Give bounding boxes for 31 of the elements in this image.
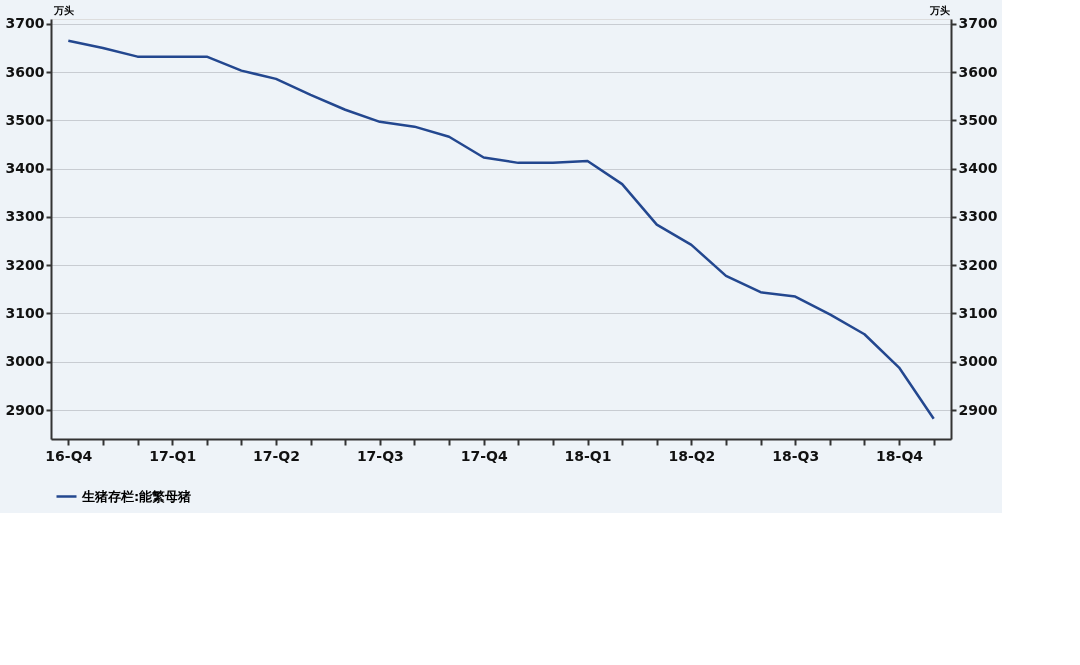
y-tick-label: 3700 (5, 15, 45, 32)
y-tick-label: 3200 (5, 256, 45, 273)
y2-axis-title: 万头 (928, 4, 950, 16)
y2-tick-label: 3000 (958, 353, 998, 370)
x-tick-label: 18-Q1 (564, 447, 612, 464)
y-tick-label: 2900 (5, 401, 45, 418)
line-series (67, 39, 935, 420)
x-tick-label: 17-Q4 (460, 447, 508, 464)
y-tick-label: 3300 (5, 208, 45, 225)
x-tick-label: 17-Q3 (356, 447, 404, 464)
x-tick-label: 18-Q3 (772, 447, 820, 464)
y2-tick-label: 3400 (958, 160, 998, 177)
x-tick-label: 17-Q1 (149, 447, 197, 464)
y2-tick-label: 3300 (958, 208, 998, 225)
y2-tick-label: 3600 (958, 63, 998, 80)
x-tick-label: 18-Q2 (668, 447, 716, 464)
y2-tick-label: 2900 (958, 401, 998, 418)
x-tick-label: 18-Q4 (876, 447, 924, 464)
y-tick-label: 3500 (5, 111, 45, 128)
y-tick-label: 3600 (5, 63, 45, 80)
x-tick-label: 17-Q2 (253, 447, 300, 464)
y2-tick-label: 3700 (958, 15, 998, 32)
x-tick-label: 16-Q4 (45, 447, 93, 464)
legend-label: 生猪存栏:能繁母猪 (81, 488, 192, 504)
y2-tick-label: 3200 (958, 256, 998, 273)
y2-tick-label: 3100 (958, 304, 998, 321)
y-tick-label: 3400 (5, 160, 45, 177)
y2-tick-label: 3500 (958, 111, 998, 128)
y-tick-label: 3000 (5, 353, 45, 370)
y-tick-label: 3100 (5, 304, 45, 321)
y-axis-title: 万头 (52, 4, 74, 16)
